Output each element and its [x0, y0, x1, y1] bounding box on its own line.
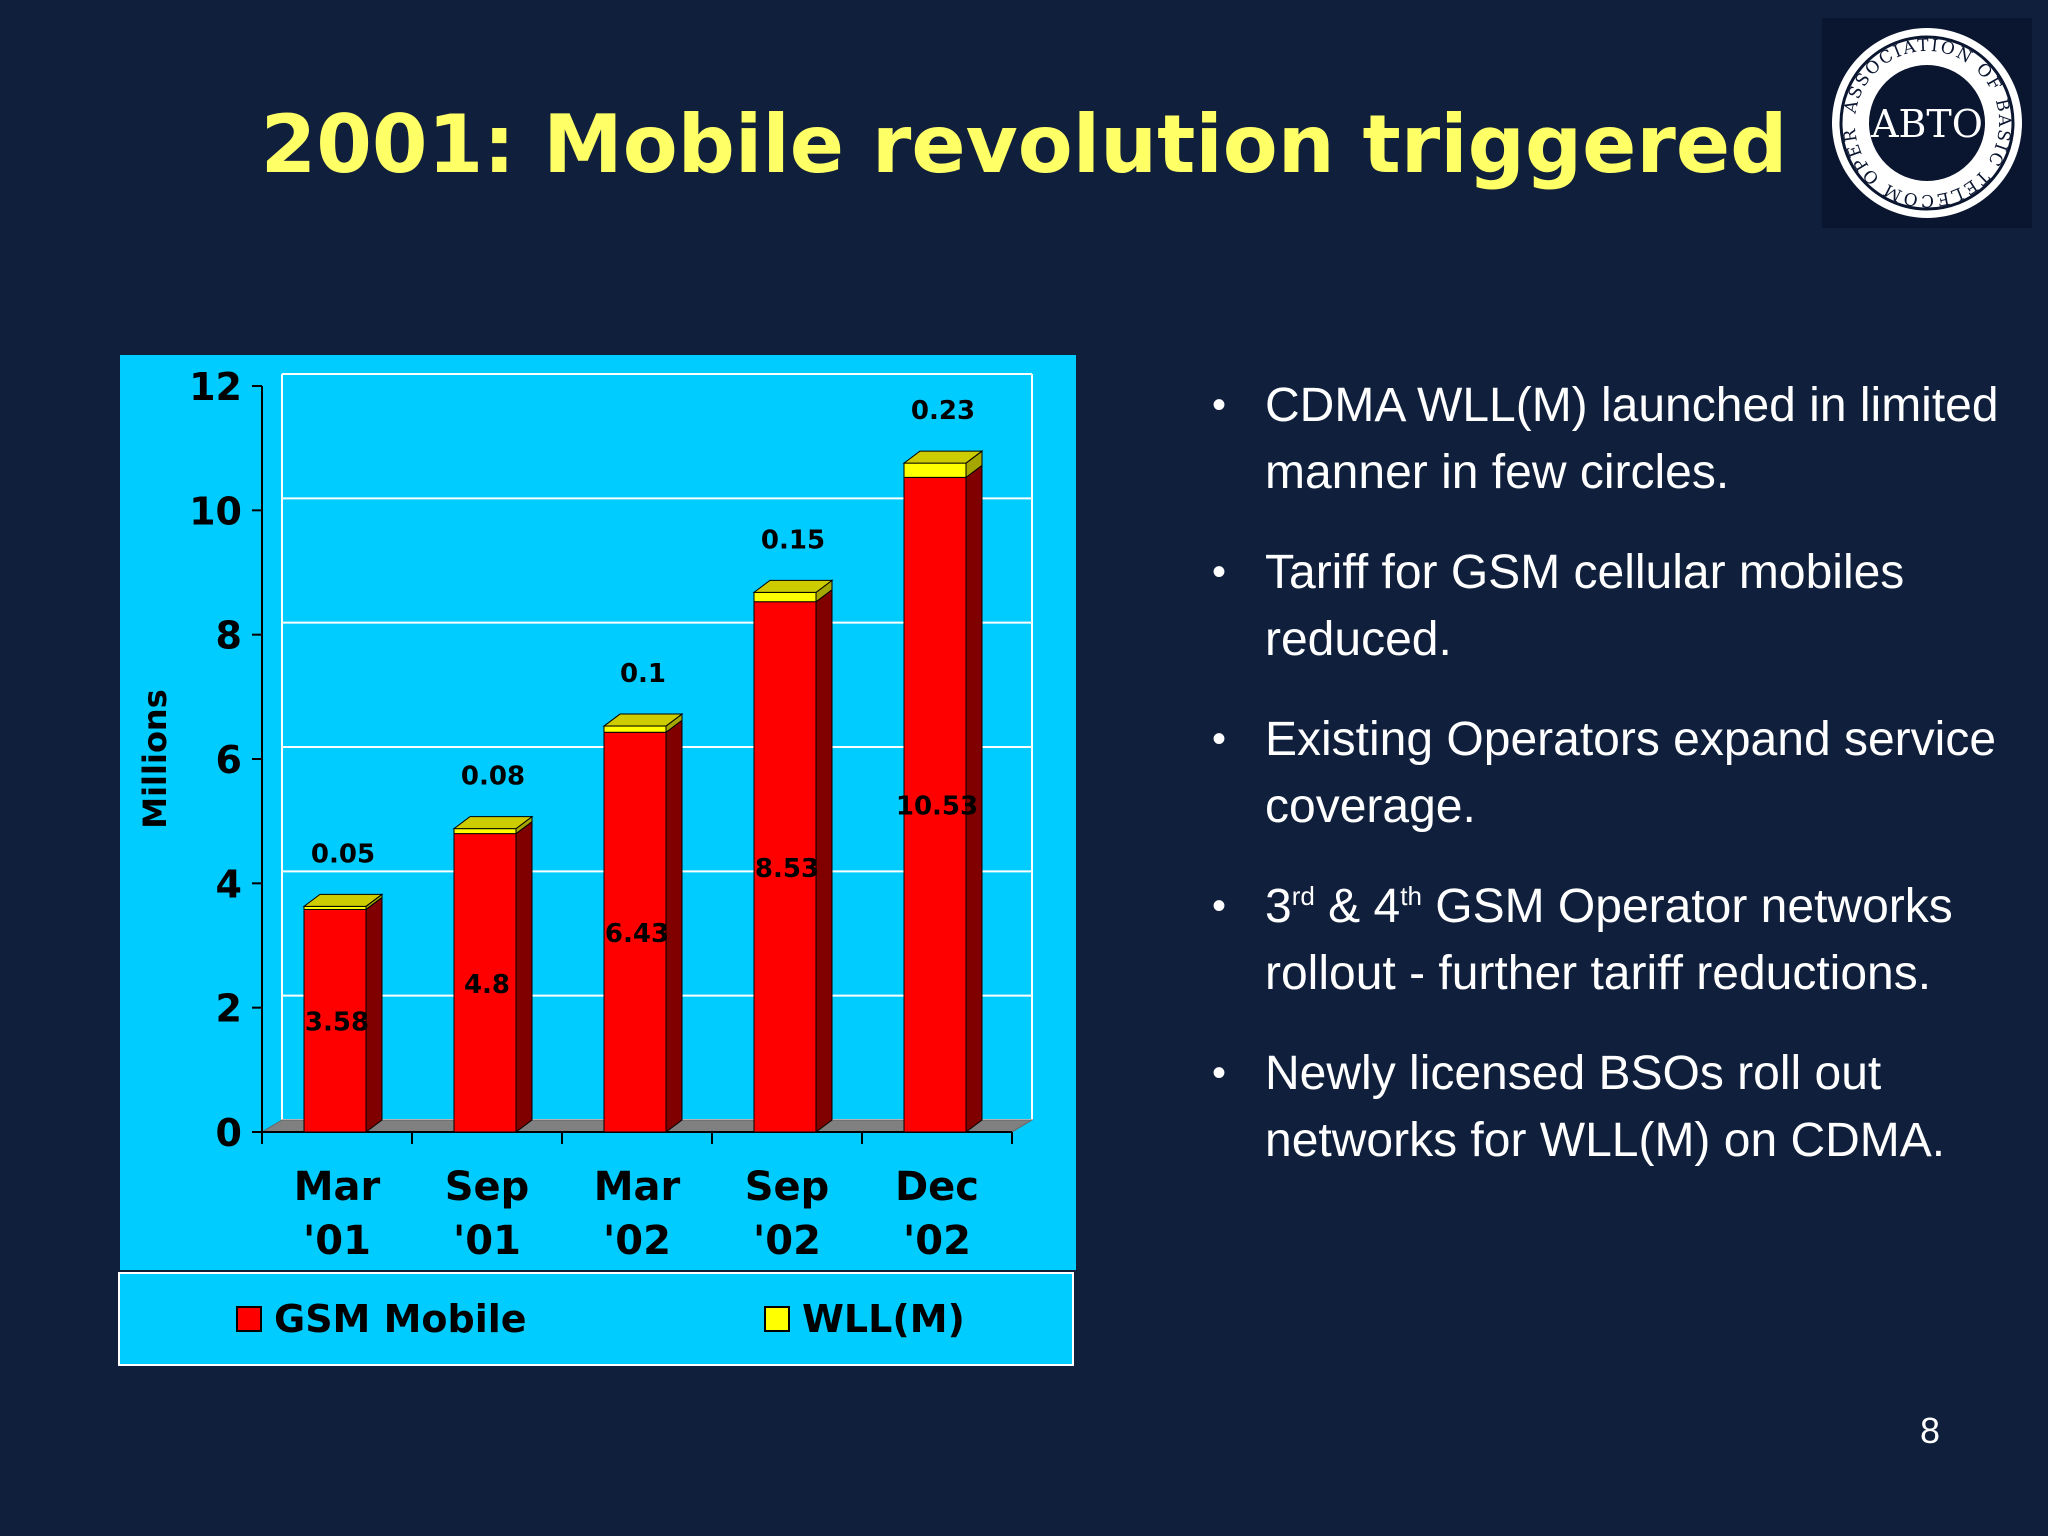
x-tick-label-line1: Sep: [745, 1164, 830, 1210]
bar-gsm: [453, 833, 517, 1133]
bullet-dot: •: [1212, 383, 1227, 427]
legend-swatch-gsm: [236, 1306, 262, 1332]
slide-title: 2001: Mobile revolution triggered: [260, 98, 1788, 191]
y-tick-label: 0: [216, 1111, 242, 1155]
superscript-rd: rd: [1291, 881, 1315, 911]
data-label-wll: 0.05: [311, 839, 375, 869]
logo-center-text: ABTO: [1870, 102, 1983, 146]
bullet-item: • Tariff for GSM cellular mobiles reduced…: [1212, 539, 2012, 673]
bar-wll: [903, 462, 967, 478]
data-label-wll: 0.23: [911, 396, 975, 426]
bullet-text: Newly licensed BSOs roll out networks fo…: [1265, 1047, 1946, 1167]
y-tick-label: 2: [216, 987, 242, 1031]
x-tick-label-line1: Sep: [445, 1164, 530, 1210]
legend-label-wll: WLL(M): [802, 1297, 965, 1341]
bullet-list: • CDMA WLL(M) launched in limited manner …: [1212, 372, 2012, 1207]
legend-label-gsm: GSM Mobile: [274, 1297, 527, 1341]
bullet-item: • Newly licensed BSOs roll out networks f…: [1212, 1040, 2012, 1174]
abto-logo: ASSOCIATION OF BASIC TELECOM OPERATORS A…: [1822, 18, 2032, 228]
x-tick-label-line2: '02: [603, 1218, 671, 1264]
page-number: 8: [1919, 1410, 1940, 1451]
bullet-text: CDMA WLL(M) launched in limited manner i…: [1265, 379, 1999, 499]
data-label-gsm: 10.53: [896, 792, 978, 822]
data-label-wll: 0.1: [620, 659, 666, 689]
bullet-item: • 3rd & 4th GSM Operator networks rollout…: [1212, 873, 2012, 1007]
bar-top: [902, 450, 984, 464]
y-tick-label: 6: [216, 738, 242, 782]
chart-legend: GSM Mobile WLL(M): [118, 1272, 1074, 1366]
bar-top: [752, 579, 834, 593]
bar-wll: [753, 591, 817, 603]
y-tick-label: 12: [189, 365, 242, 409]
data-label-gsm: 3.58: [305, 1008, 369, 1038]
bullet-text: Tariff for GSM cellular mobiles reduced.: [1265, 546, 1905, 666]
bar-top: [452, 816, 534, 830]
data-label-gsm: 4.8: [464, 970, 510, 1000]
legend-item-gsm: GSM Mobile: [236, 1274, 527, 1364]
bar-gsm: [753, 601, 817, 1133]
bullet-dot: •: [1212, 884, 1227, 928]
x-tick-label-line2: '01: [303, 1218, 371, 1264]
data-label-gsm: 6.43: [605, 919, 669, 949]
bar-wll: [603, 725, 667, 733]
x-tick-label-line2: '02: [903, 1218, 971, 1264]
data-label-wll: 0.15: [761, 525, 825, 555]
superscript-th: th: [1400, 881, 1422, 911]
x-tick-label-line1: Dec: [895, 1164, 979, 1210]
gsm-wll-bar-chart: 0 2 4 6 8 10 12 Millions 3.58 0.05 Mar '01 4.8 0.08 Se…: [136, 365, 1034, 1264]
x-tick-label-line1: Mar: [294, 1164, 381, 1210]
y-tick-label: 10: [189, 489, 242, 533]
bar-gsm-side: [515, 820, 533, 1133]
bullet-item: • CDMA WLL(M) launched in limited manner …: [1212, 372, 2012, 506]
bullet-dot: •: [1212, 1051, 1227, 1095]
legend-swatch-wll: [764, 1306, 790, 1332]
x-tick-label-line1: Mar: [594, 1164, 681, 1210]
data-label-gsm: 8.53: [755, 854, 819, 884]
bullet-dot: •: [1212, 550, 1227, 594]
bar-top: [602, 713, 684, 727]
bullet-item: • Existing Operators expand service cover…: [1212, 706, 2012, 840]
bullet-text-post: GSM Operator networks rollout - further …: [1265, 880, 1953, 1000]
bullet-text-pre: 3: [1265, 880, 1292, 933]
x-tick-label-line2: '02: [753, 1218, 821, 1264]
bullet-text-mid: & 4: [1314, 880, 1401, 933]
chart-panel: 0 2 4 6 8 10 12 Millions 3.58 0.05 Mar '01 4.8 0.08 Se…: [120, 355, 1076, 1270]
abto-seal-icon: ASSOCIATION OF BASIC TELECOM OPERATORS A…: [1822, 18, 2022, 218]
legend-item-wll: WLL(M): [764, 1274, 965, 1364]
bar-top: [302, 893, 384, 907]
data-label-wll: 0.08: [461, 762, 525, 792]
y-tick-label: 4: [216, 862, 242, 906]
x-tick-label-line2: '01: [453, 1218, 521, 1264]
y-tick-label: 8: [216, 614, 242, 658]
bullet-dot: •: [1212, 717, 1227, 761]
y-axis-label: Millions: [136, 689, 174, 829]
bar-wll: [453, 828, 517, 835]
bullet-text: Existing Operators expand service covera…: [1265, 713, 1997, 833]
